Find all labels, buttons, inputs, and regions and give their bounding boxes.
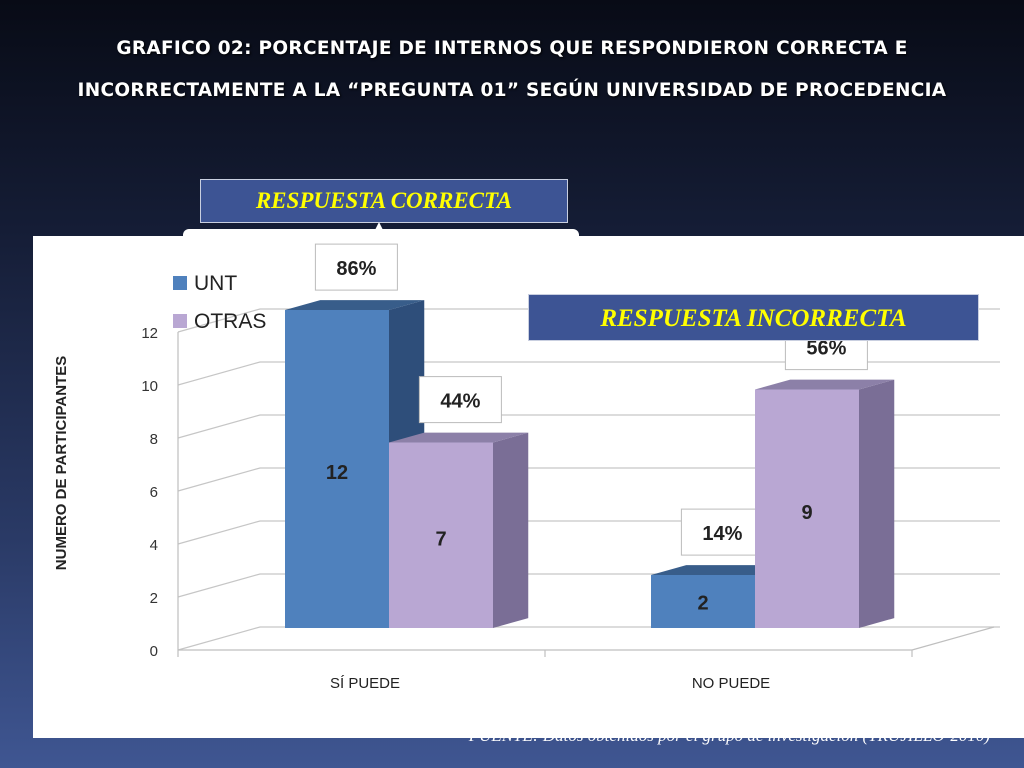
y-tick-label: 12 — [141, 325, 158, 342]
source-prefix: *FUENTE: — [460, 726, 543, 745]
slide-title-line-1: GRAFICO 02: PORCENTAJE DE INTERNOS QUE R… — [116, 38, 908, 59]
percent-label: 14% — [702, 523, 742, 545]
legend-label: UNT — [194, 272, 237, 295]
y-tick-label: 4 — [150, 537, 158, 554]
source-text: Datos obtenidos por el grupo de investig… — [542, 726, 990, 745]
slide-title-line-2: INCORRECTAMENTE A LA “PREGUNTA 01” SEGÚN… — [77, 80, 947, 101]
gridline — [177, 361, 1000, 386]
bar — [651, 575, 755, 628]
callout-correct-answer: RESPUESTA CORRECTA — [200, 179, 568, 223]
bar-value-label: 9 — [801, 502, 812, 524]
gridline — [177, 467, 1000, 492]
floor-right-edge — [911, 626, 995, 651]
percent-label: 44% — [440, 391, 480, 413]
percent-label-box — [418, 376, 502, 424]
y-tick-label: 6 — [150, 484, 158, 501]
bar-value-label: 7 — [435, 528, 446, 550]
bar-side — [493, 432, 529, 628]
x-category-label: NO PUEDE — [692, 675, 770, 692]
legend-swatch — [173, 314, 187, 328]
bar-top — [755, 379, 895, 390]
x-category-label: SÍ PUEDE — [330, 675, 400, 692]
bar-top — [285, 300, 425, 310]
legend-label: OTRAS — [194, 310, 266, 333]
callout-incorrect-answer: RESPUESTA INCORRECTA — [528, 294, 979, 341]
callout-pointer — [374, 222, 384, 232]
percent-label-box — [314, 243, 398, 291]
y-tick-label: 8 — [150, 431, 158, 448]
bar — [285, 310, 389, 628]
percent-label: 86% — [336, 258, 376, 280]
y-tick-label: 2 — [150, 590, 158, 607]
bar-top — [389, 432, 529, 443]
source-note: *FUENTE: Datos obtenidos por el grupo de… — [460, 726, 990, 746]
bar-value-label: 2 — [697, 593, 708, 615]
slide-title: GRAFICO 02: PORCENTAJE DE INTERNOS QUE R… — [0, 28, 1024, 112]
percent-label: 56% — [806, 338, 846, 360]
bar-side — [859, 379, 895, 628]
legend-swatch — [173, 276, 187, 290]
y-axis-title: NUMERO DE PARTICIPANTES — [53, 356, 70, 570]
gridline — [177, 414, 1000, 439]
bar-value-label: 12 — [326, 462, 348, 484]
bar — [755, 389, 859, 628]
percent-label-box — [680, 508, 764, 556]
y-tick-label: 0 — [150, 643, 158, 660]
y-tick-label: 10 — [141, 378, 158, 395]
bar — [389, 442, 493, 628]
gridline — [177, 626, 1000, 651]
